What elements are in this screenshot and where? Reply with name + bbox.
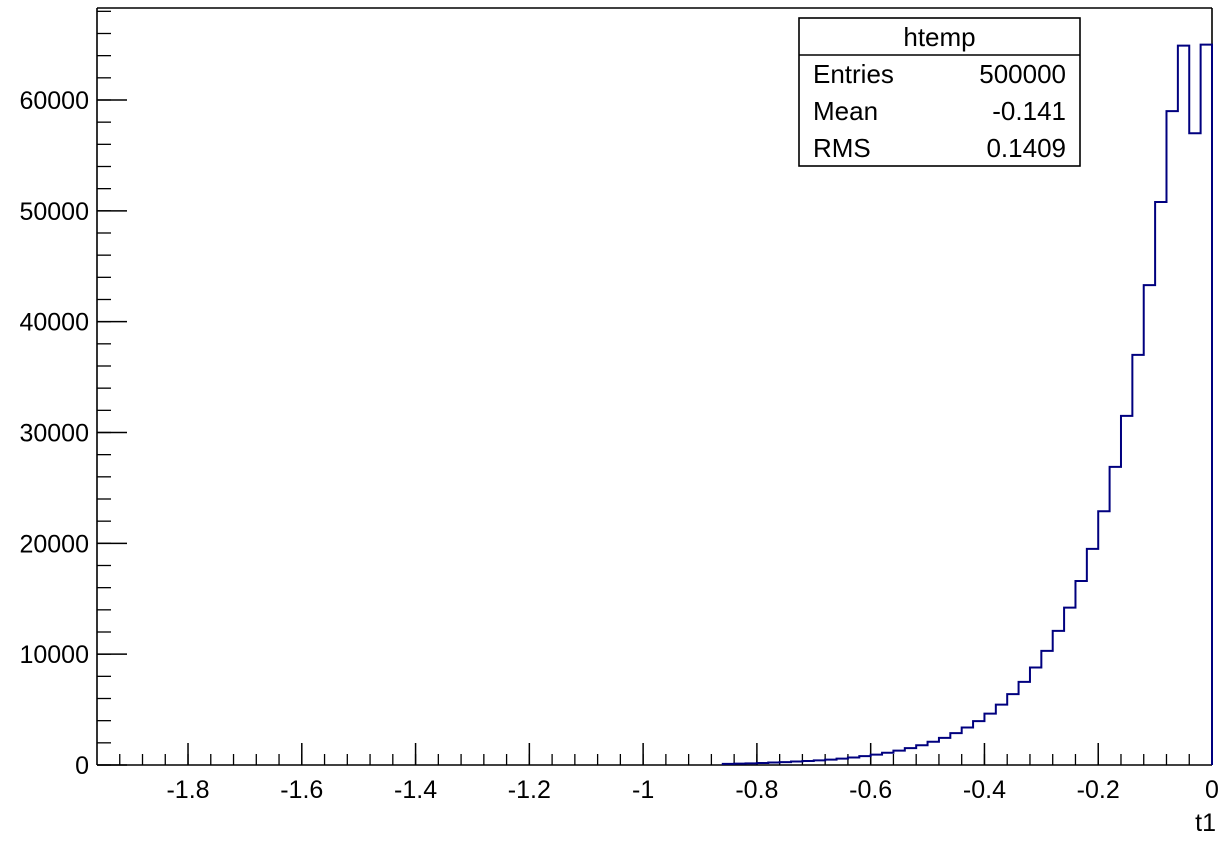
histogram-bin — [1178, 46, 1189, 765]
histogram-bin — [882, 753, 893, 765]
stats-row-value: 0.1409 — [986, 133, 1066, 163]
histogram-bin — [1132, 355, 1143, 765]
stats-box-title: htemp — [903, 22, 975, 52]
x-tick-label: -0.4 — [963, 776, 1006, 804]
histogram-outline — [721, 43, 1213, 765]
stats-box-frame — [798, 17, 1081, 167]
histogram-bin — [1019, 682, 1030, 765]
histogram-bin — [950, 733, 961, 765]
histogram-bin — [871, 755, 882, 765]
histogram-bin — [1155, 202, 1166, 765]
histogram-bin — [825, 760, 836, 765]
histogram-bin — [1121, 416, 1132, 765]
histogram-bin — [768, 763, 779, 765]
histogram-bin — [814, 760, 825, 765]
x-tick-label: -1.8 — [166, 776, 209, 804]
histogram-bin — [746, 763, 757, 765]
y-tick-label: 40000 — [19, 309, 89, 337]
y-tick-label: 0 — [75, 752, 89, 780]
x-tick-label: -1.2 — [508, 776, 551, 804]
histogram-bin — [905, 748, 916, 765]
histogram-bin — [757, 763, 768, 765]
x-tick-label: -0.6 — [849, 776, 892, 804]
histogram-bin — [1053, 631, 1064, 765]
histogram-bin — [1064, 608, 1075, 765]
histogram-bin — [1007, 694, 1018, 765]
histogram-bin — [962, 728, 973, 765]
y-tick-label: 20000 — [19, 530, 89, 558]
y-tick-label: 30000 — [19, 419, 89, 447]
histogram-bin — [1098, 511, 1109, 765]
stats-row-label: RMS — [813, 133, 871, 163]
y-tick-label: 60000 — [19, 87, 89, 115]
histogram-layer — [721, 43, 1213, 765]
x-tick-label: -0.8 — [735, 776, 778, 804]
stats-box: htemp Entries 500000 Mean -0.141 RMS 0.1409 — [798, 17, 1081, 167]
histogram-bin — [848, 757, 859, 765]
x-tick-label: -0.2 — [1077, 776, 1120, 804]
histogram-bin — [734, 764, 745, 765]
histogram-bin — [1201, 45, 1212, 765]
stats-row-value: 500000 — [979, 59, 1066, 89]
x-tick-label: -1.4 — [394, 776, 437, 804]
histogram-bin — [1075, 581, 1086, 765]
histogram-bin — [791, 762, 802, 765]
stats-row-label: Mean — [813, 96, 878, 126]
histogram-bin — [1189, 133, 1200, 765]
x-axis-title: t1 — [1195, 809, 1216, 836]
axes-layer: -1.8 -1.6 -1.4 -1.2 -1 -0.8 -0.6 -0.4 -0.2 0 0 1000… — [19, 7, 1219, 837]
y-tick-label: 50000 — [19, 198, 89, 226]
histogram-bin — [837, 759, 848, 765]
histogram-bin — [996, 705, 1007, 765]
histogram-bin — [939, 738, 950, 765]
histogram-bin — [893, 751, 904, 765]
histogram-bin — [780, 762, 791, 765]
histogram-bin — [973, 721, 984, 765]
y-tick-label: 10000 — [19, 641, 89, 669]
histogram-bin — [1166, 111, 1177, 765]
histogram-bin — [1144, 285, 1155, 765]
histogram-bin — [1110, 467, 1121, 765]
histogram-bin — [928, 742, 939, 765]
histogram-bin — [1087, 549, 1098, 765]
histogram-bin — [1030, 667, 1041, 765]
histogram-bin — [916, 745, 927, 765]
histogram-bin — [723, 764, 734, 765]
histogram-bin — [802, 761, 813, 765]
histogram-bin — [984, 714, 995, 765]
histogram-bin — [859, 756, 870, 765]
x-tick-label: 0 — [1205, 776, 1219, 804]
stats-row-value: -0.141 — [992, 96, 1066, 126]
x-tick-label: -1.6 — [280, 776, 323, 804]
stats-row-label: Entries — [813, 59, 894, 89]
histogram-bin — [1041, 651, 1052, 765]
x-tick-label: -1 — [632, 776, 654, 804]
